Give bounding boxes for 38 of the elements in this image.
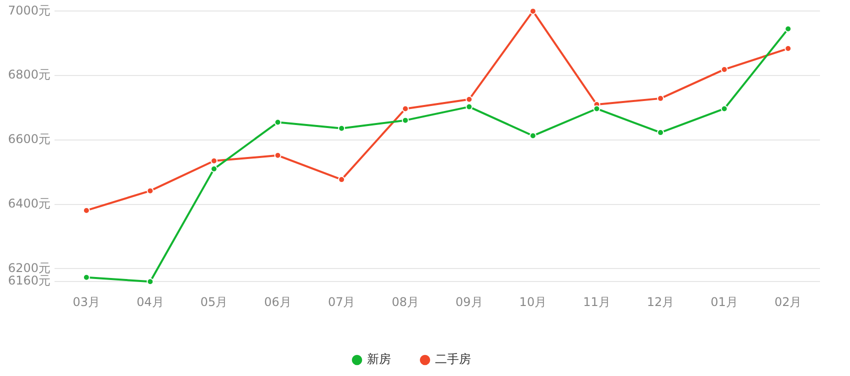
point [146,187,154,194]
x-tick-label: 09月 [456,294,483,309]
x-tick-label: 06月 [264,294,292,309]
point [466,103,473,110]
x-tick-label: 04月 [136,294,164,309]
legend-label: 二手房 [435,352,471,366]
y-tick-label: 6160元 [8,274,51,288]
point [784,25,792,32]
point [210,165,218,172]
point [146,278,154,286]
y-tick-label: 6400元 [8,196,51,210]
point [466,96,473,103]
point [529,132,536,140]
point [593,105,600,112]
point [402,105,409,112]
point [82,274,90,281]
x-tick-label: 05月 [200,294,228,309]
x-tick-label: 03月 [72,294,100,309]
point [720,105,728,112]
point [274,152,282,159]
x-tick-label: 08月 [392,294,420,309]
y-tick-label: 6800元 [8,68,51,82]
x-tick-label: 07月 [328,294,356,309]
x-tick-label: 10月 [519,294,547,309]
y-tick-label: 7000元 [8,3,51,18]
x-tick-label: 02月 [774,294,802,309]
x-tick-label: 01月 [710,294,738,309]
legend-label: 新房 [367,352,391,366]
point [402,116,409,124]
x-tick-label: 12月 [646,294,674,309]
point [529,8,536,15]
point [657,94,664,102]
x-tick-label: 11月 [583,294,610,309]
y-tick-label: 6600元 [8,132,51,146]
point [210,157,218,164]
point [274,118,282,126]
y-tick-label: 6200元 [8,260,51,275]
point [338,124,346,132]
